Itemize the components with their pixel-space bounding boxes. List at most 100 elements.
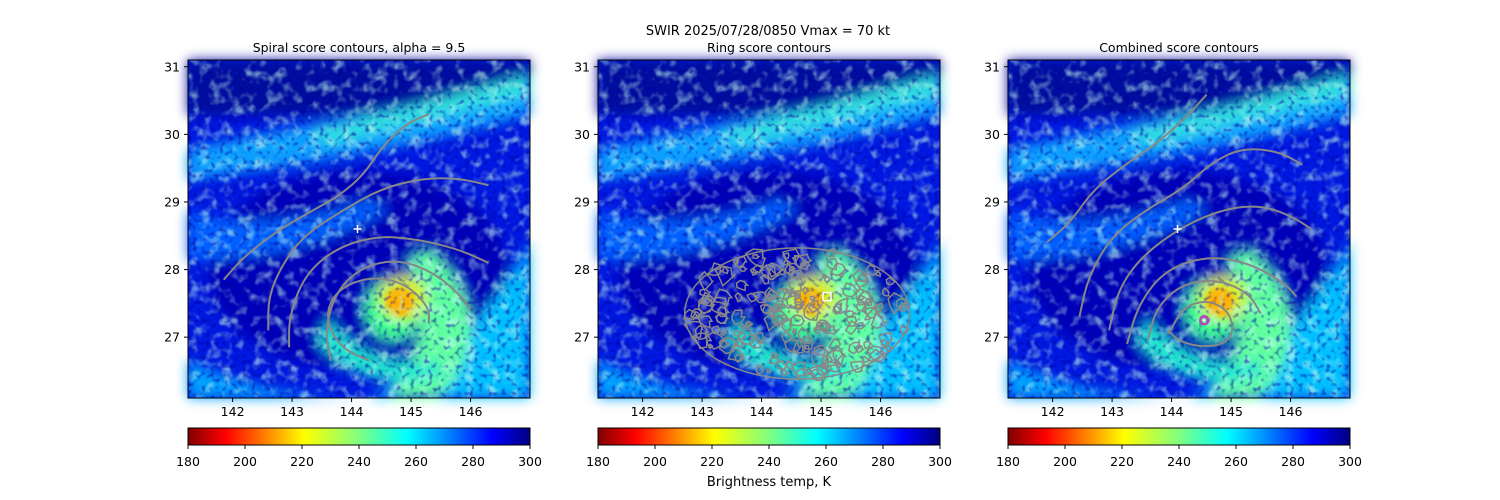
contour-line: [733, 329, 742, 337]
contour-line: [222, 113, 430, 281]
x-tick-label: 146: [1279, 404, 1303, 419]
contour-line: [863, 340, 874, 350]
contour-line: [739, 266, 748, 272]
colorbar-tick-label: 200: [643, 454, 667, 469]
colorbar-tick-label: 180: [996, 454, 1020, 469]
satellite-image: [598, 60, 940, 398]
contour-line: [789, 314, 806, 327]
contour-line: [325, 260, 472, 361]
contour-line: [824, 349, 848, 366]
y-tick-label: 31: [574, 59, 590, 74]
contour-line: [785, 359, 797, 371]
first-guess-plus-marker: [353, 225, 362, 233]
combined-center-circle-marker: [1199, 315, 1210, 326]
ring-center-square-marker: [822, 291, 832, 302]
x-axis: 142 143 144 145 146: [631, 398, 893, 419]
markers: [822, 291, 832, 302]
y-tick-label: 30: [164, 127, 180, 142]
contour-line: [732, 257, 740, 265]
contour-line: [694, 325, 710, 341]
colorbar-tick-label: 240: [757, 454, 781, 469]
contour-line: [718, 337, 740, 355]
x-axis: 142 143 144 145 146: [221, 398, 483, 419]
contour-line: [734, 291, 744, 303]
contour-line: [1126, 257, 1298, 345]
colorbar-tick-label: 260: [1224, 454, 1248, 469]
x-tick-label: 142: [1041, 404, 1065, 419]
contour-line: [689, 308, 703, 319]
x-tick-label: 146: [459, 404, 483, 419]
y-axis: 27 28 29 30 31: [164, 59, 188, 345]
contour-line: [848, 341, 861, 355]
contour-line: [803, 302, 822, 322]
y-tick-label: 27: [984, 330, 1000, 345]
contour-line: [866, 345, 886, 362]
contour-line: [744, 248, 767, 268]
contour-line: [855, 322, 866, 330]
colorbar-tick-label: 280: [871, 454, 895, 469]
contour-line: [895, 297, 908, 310]
contour-line: [327, 277, 430, 362]
colorbar-label: Brightness temp, K: [707, 475, 832, 490]
y-tick-label: 28: [164, 262, 180, 277]
panel-ring: Ring score contours 142 143 144 145 146 27 28…: [574, 40, 941, 419]
contour-line: [863, 298, 873, 306]
colorbar-tick-label: 260: [404, 454, 428, 469]
contour-line: [788, 265, 797, 272]
x-tick-label: 142: [631, 404, 655, 419]
contour-line: [881, 287, 891, 297]
contour-line: [864, 264, 881, 276]
colorbar-tick-label: 280: [1281, 454, 1305, 469]
contour-line: [771, 307, 792, 329]
contour-line: [770, 304, 783, 315]
contour-line: [828, 337, 843, 353]
contour-line: [832, 296, 850, 315]
y-tick-label: 31: [984, 59, 1000, 74]
contour-line: [813, 326, 822, 335]
x-tick-label: 145: [1219, 404, 1243, 419]
first-guess-plus-marker: [1173, 225, 1182, 233]
contour-line: [267, 177, 489, 331]
contour-line: [898, 302, 910, 313]
x-tick-label: 146: [869, 404, 893, 419]
figure-suptitle: SWIR 2025/07/28/0850 Vmax = 70 kt: [646, 24, 890, 39]
colorbar-tick-label: 200: [233, 454, 257, 469]
ring-contours: [682, 247, 911, 382]
contour-line: [781, 367, 792, 378]
contour-line: [844, 319, 858, 336]
contour-line: [788, 289, 796, 298]
contour-line: [696, 315, 714, 329]
contour-line: [818, 321, 829, 332]
contour-line: [746, 292, 760, 303]
contour-line: [813, 345, 828, 356]
x-tick-label: 144: [340, 404, 364, 419]
plot-frame: [187, 59, 531, 399]
x-tick-label: 144: [1160, 404, 1184, 419]
y-tick-label: 28: [574, 262, 590, 277]
x-tick-label: 142: [221, 404, 245, 419]
contour-line: [1108, 205, 1312, 331]
contour-line: [781, 318, 792, 332]
x-tick-label: 145: [809, 404, 833, 419]
contour-line: [716, 311, 730, 325]
contour-line: [762, 304, 772, 315]
contour-line: [784, 339, 803, 354]
contour-line: [744, 320, 754, 329]
y-tick-label: 30: [574, 127, 590, 142]
contour-line: [1078, 148, 1303, 318]
contour-line: [734, 256, 748, 269]
contour-line: [748, 333, 764, 349]
contour-line: [763, 314, 782, 333]
contour-line: [1146, 280, 1262, 341]
contour-line: [878, 332, 894, 350]
contour-line: [288, 236, 489, 348]
colorbar-tick-label: 220: [1110, 454, 1134, 469]
contour-line: [1046, 94, 1208, 244]
contour-line: [899, 324, 911, 336]
contour-line: [790, 269, 805, 281]
colorbar-tick-label: 200: [1053, 454, 1077, 469]
contour-line: [683, 247, 911, 380]
contour-line: [782, 252, 790, 260]
contour-line: [845, 315, 858, 328]
y-tick-label: 29: [984, 194, 1000, 209]
